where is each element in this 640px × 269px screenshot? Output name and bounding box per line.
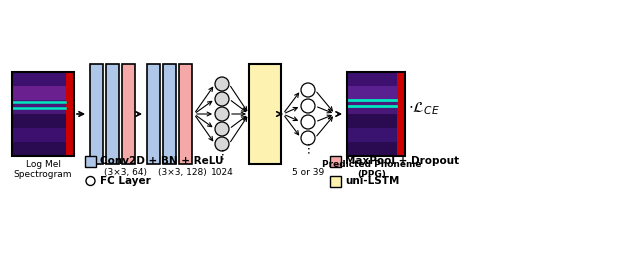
Bar bbox=[12, 72, 74, 156]
Bar bbox=[347, 86, 397, 100]
Bar bbox=[347, 72, 405, 156]
Circle shape bbox=[301, 115, 315, 129]
Text: (3×3, 64): (3×3, 64) bbox=[104, 168, 147, 177]
Bar bbox=[12, 114, 66, 128]
Circle shape bbox=[215, 107, 229, 121]
Bar bbox=[147, 64, 160, 164]
Bar bbox=[163, 64, 176, 164]
Circle shape bbox=[301, 83, 315, 97]
Bar bbox=[397, 72, 405, 156]
Bar bbox=[12, 86, 66, 100]
Text: Conv2D + BN + ReLU: Conv2D + BN + ReLU bbox=[100, 156, 223, 166]
Text: Predicted Phoneme
(PPG): Predicted Phoneme (PPG) bbox=[323, 160, 422, 179]
Text: ⋯: ⋯ bbox=[216, 147, 228, 159]
Bar bbox=[330, 155, 341, 167]
Bar bbox=[106, 64, 119, 164]
Bar bbox=[249, 64, 281, 164]
Text: (3×3, 128): (3×3, 128) bbox=[158, 168, 207, 177]
Bar bbox=[12, 128, 66, 142]
Bar bbox=[12, 142, 66, 156]
Text: MaxPool + Dropout: MaxPool + Dropout bbox=[345, 156, 459, 166]
Text: 5 or 39: 5 or 39 bbox=[292, 168, 324, 177]
Text: FC Layer: FC Layer bbox=[100, 176, 151, 186]
Bar bbox=[347, 100, 397, 114]
Bar bbox=[12, 72, 74, 156]
Circle shape bbox=[215, 77, 229, 91]
Bar bbox=[347, 72, 397, 86]
Bar bbox=[66, 72, 74, 156]
Circle shape bbox=[215, 92, 229, 106]
Circle shape bbox=[301, 99, 315, 113]
Circle shape bbox=[215, 137, 229, 151]
Text: $\cdot\mathcal{L}_{CE}$: $\cdot\mathcal{L}_{CE}$ bbox=[408, 101, 440, 117]
Bar bbox=[330, 175, 341, 186]
Bar bbox=[347, 114, 397, 128]
Text: 1024: 1024 bbox=[211, 168, 234, 177]
Circle shape bbox=[301, 131, 315, 145]
Bar bbox=[12, 100, 66, 114]
Bar bbox=[12, 72, 66, 86]
Bar bbox=[122, 64, 135, 164]
Text: ⋯: ⋯ bbox=[301, 141, 314, 153]
Bar bbox=[347, 128, 397, 142]
Bar bbox=[347, 142, 397, 156]
Bar bbox=[179, 64, 192, 164]
Bar bbox=[90, 64, 103, 164]
Text: Log Mel
Spectrogram: Log Mel Spectrogram bbox=[13, 160, 72, 179]
Circle shape bbox=[86, 176, 95, 186]
Text: uni-LSTM: uni-LSTM bbox=[345, 176, 399, 186]
Bar bbox=[347, 72, 405, 156]
Circle shape bbox=[215, 122, 229, 136]
Bar bbox=[85, 155, 96, 167]
